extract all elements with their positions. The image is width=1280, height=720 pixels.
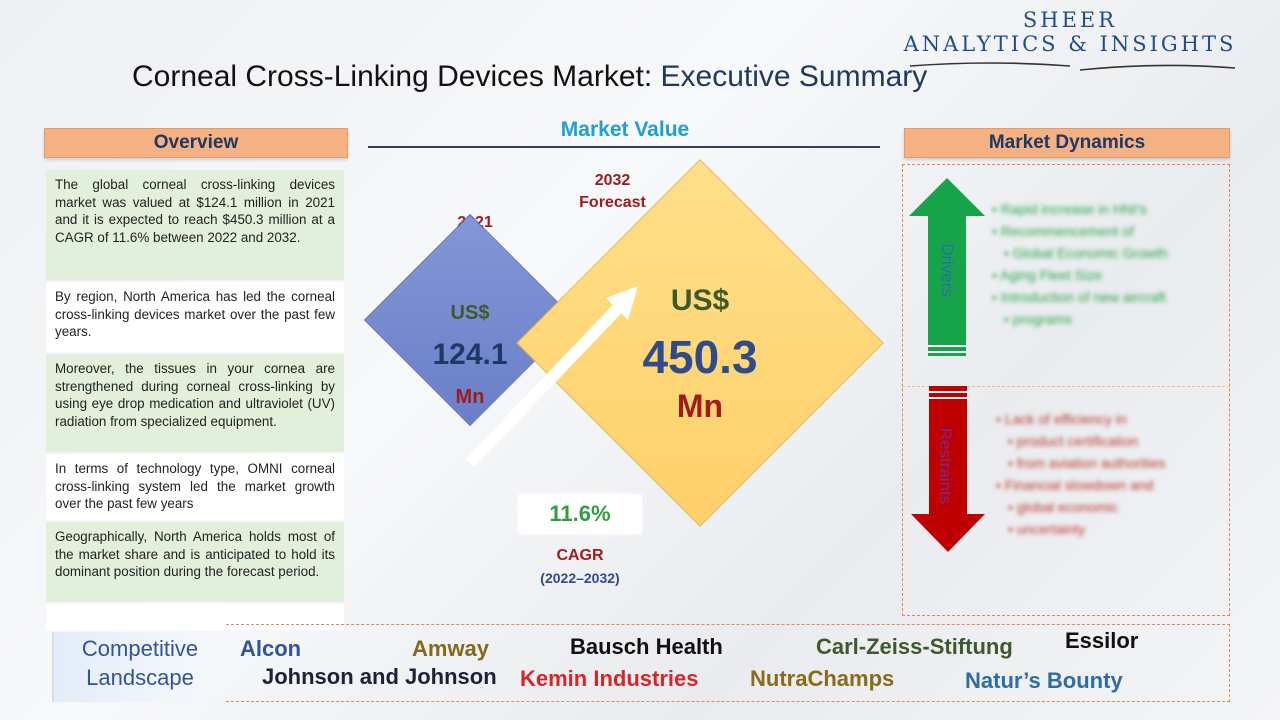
restraint-item: Financial slowdown and <box>996 474 1226 496</box>
company-kemin-industries: Kemin Industries <box>520 666 699 691</box>
overview-item-4: In terms of technology type, OMNI cornea… <box>46 454 344 520</box>
driver-item: Recommencement of <box>992 220 1222 242</box>
restraint-item: product certification <box>996 430 1226 452</box>
market-value-header: Market Value <box>560 118 690 141</box>
restraint-item: Lack of efficiency in <box>996 408 1226 430</box>
competitive-landscape-panel <box>226 624 1230 702</box>
drivers-up-arrow-icon <box>909 178 985 356</box>
growth-arrow-icon <box>465 286 638 468</box>
logo-line1: SHEER <box>1022 8 1118 32</box>
value-2021-amount: 124.1 <box>432 338 508 371</box>
company-logo: SHEER ANALYTICS & INSIGHTS <box>900 8 1240 71</box>
company-amway: Amway <box>412 636 490 661</box>
driver-item: Global Economic Growth <box>992 242 1222 264</box>
company-naturs-bounty: Natur’s Bounty <box>965 668 1123 693</box>
year-2032: 2032 <box>594 172 631 189</box>
overview-item-2: By region, North America has led the cor… <box>46 282 344 352</box>
forecast-label: Forecast <box>579 194 646 211</box>
overview-header: Overview <box>44 128 348 158</box>
cagr-period: (2022–2032) <box>540 570 620 586</box>
logo-swoosh-icon <box>909 62 1236 71</box>
value-2021-unit: Mn <box>455 386 485 408</box>
value-2032-unit: Mn <box>676 388 724 424</box>
drivers-label: Drivers <box>938 243 957 297</box>
cl-label-line1: Competitive <box>81 636 199 661</box>
market-dynamics-header: Market Dynamics <box>904 128 1230 158</box>
logo-line2: ANALYTICS & INSIGHTS <box>903 32 1237 56</box>
market-value-divider <box>368 146 880 148</box>
title-main: Corneal Cross-Linking Devices Market: <box>132 60 661 93</box>
company-essilor: Essilor <box>1065 628 1139 653</box>
value-2032-amount: 450.3 <box>642 331 758 383</box>
company-nutrachamps: NutraChamps <box>750 666 895 691</box>
competitive-landscape-label: Competitive Landscape <box>52 634 228 692</box>
driver-item: programs <box>992 308 1222 330</box>
competitive-landscape-label-box <box>52 632 226 702</box>
cagr-value: 11.6% <box>518 494 642 534</box>
overview-empty-row <box>46 604 344 630</box>
restraints-label: Restraints <box>936 427 955 505</box>
value-2021-currency: US$ <box>450 302 490 324</box>
value-2032-currency: US$ <box>670 284 730 317</box>
company-alcon: Alcon <box>240 636 302 661</box>
cl-label-line2: Landscape <box>86 665 194 690</box>
overview-item-1: The global corneal cross-linking devices… <box>46 170 344 280</box>
overview-item-5: Geographically, North America holds most… <box>46 522 344 602</box>
drivers-list: Rapid increase in HNI's Recommencement o… <box>992 198 1222 330</box>
cagr-label: CAGR <box>556 547 604 564</box>
company-johnson-and-johnson: Johnson and Johnson <box>262 664 497 689</box>
restraints-list: Lack of efficiency in product certificat… <box>996 408 1226 540</box>
driver-item: Introduction of new aircraft <box>992 286 1222 308</box>
driver-item: Rapid increase in HNI's <box>992 198 1222 220</box>
company-bausch-health: Bausch Health <box>570 634 723 659</box>
overview-item-3: Moreover, the tissues in your cornea are… <box>46 354 344 452</box>
company-carl-zeiss-stiftung: Carl-Zeiss-Stiftung <box>816 634 1013 659</box>
restraint-item: global economic <box>996 496 1226 518</box>
restraint-item: from aviation authorities <box>996 452 1226 474</box>
driver-item: Aging Fleet Size <box>992 264 1222 286</box>
restraint-item: uncertainty <box>996 518 1226 540</box>
title-accent: Executive Summary <box>660 60 928 93</box>
restraints-down-arrow-icon <box>911 386 985 552</box>
page-title: Corneal Cross-Linking Devices Market: Ex… <box>132 60 927 94</box>
market-dynamics-divider <box>902 386 1230 387</box>
year-2032-label: 2032 Forecast <box>565 170 660 214</box>
market-dynamics-panel <box>902 164 1230 616</box>
